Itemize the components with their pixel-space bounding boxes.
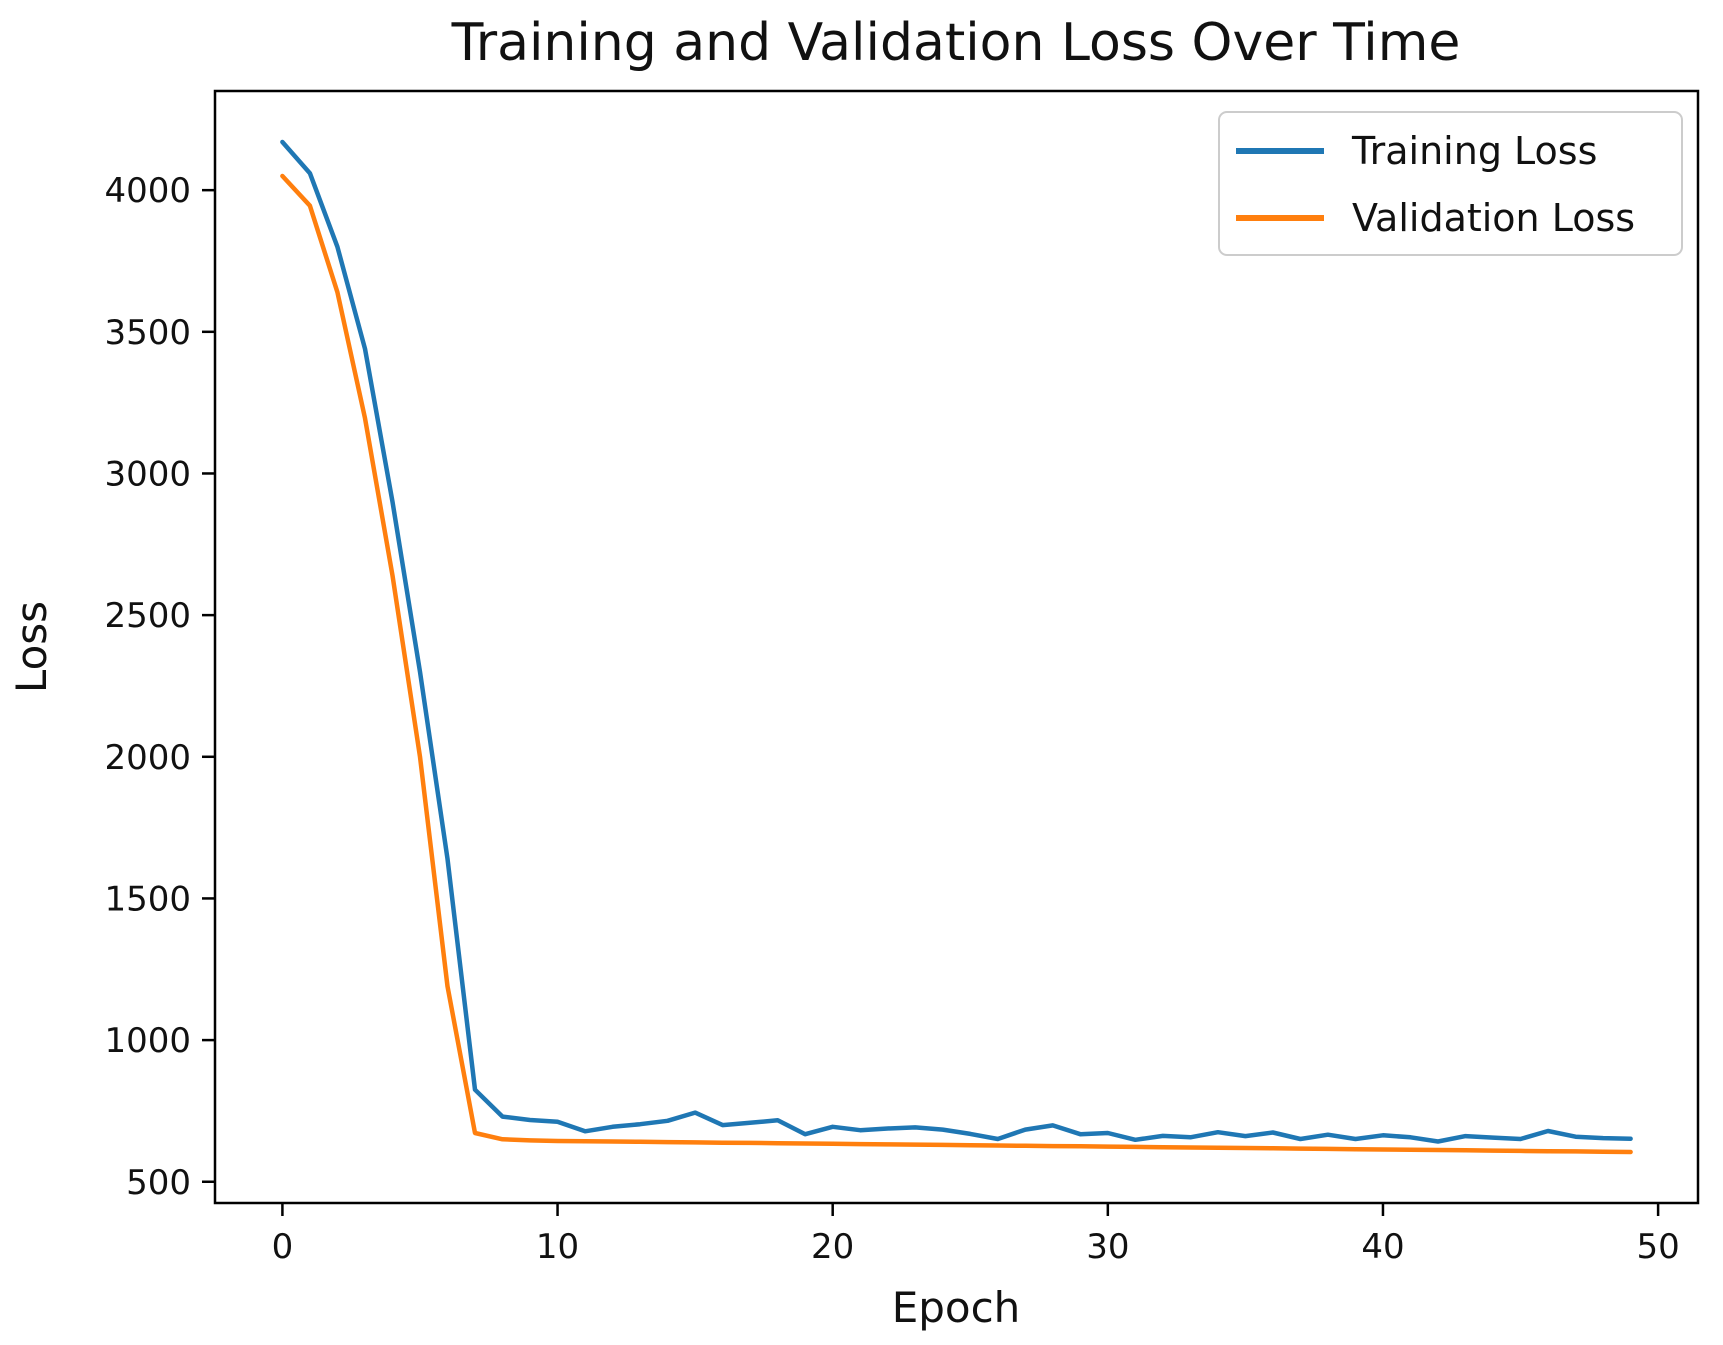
x-axis-label: Epoch: [892, 1283, 1021, 1332]
x-tick-label: 50: [1636, 1227, 1679, 1267]
validation-loss-line: [280, 173, 1633, 1155]
legend-box: [1218, 111, 1683, 256]
plot-area: [213, 89, 1700, 1205]
y-tick-label: 4000: [104, 171, 191, 211]
y-tick-label: 2000: [104, 738, 191, 778]
x-tick-label: 30: [1086, 1227, 1129, 1267]
x-tick-label: 0: [272, 1227, 294, 1267]
x-tick-label: 20: [811, 1227, 854, 1267]
y-tick-label: 3500: [104, 313, 191, 353]
x-tick-label: 40: [1361, 1227, 1404, 1267]
legend-label-training-loss: Training Loss: [1351, 129, 1597, 173]
y-axis-label: Loss: [7, 601, 56, 693]
axis-ticks: 0 10 20 30 40 50 500 1000 1500 2000 2500 3000 3500 40…: [104, 171, 1679, 1267]
x-tick-label: 10: [536, 1227, 579, 1267]
chart-title: Training and Validation Loss Over Time: [451, 13, 1461, 73]
legend-label-validation-loss: Validation Loss: [1352, 196, 1635, 240]
y-tick-label: 1000: [104, 1021, 191, 1061]
y-tick-label: 500: [126, 1163, 191, 1203]
training-loss-line: [280, 139, 1633, 1144]
series-lines: [280, 139, 1633, 1155]
legend: Training Loss Validation Loss: [1218, 111, 1683, 256]
y-tick-label: 3000: [104, 454, 191, 494]
y-tick-label: 2500: [104, 596, 191, 636]
y-tick-label: 1500: [104, 879, 191, 919]
